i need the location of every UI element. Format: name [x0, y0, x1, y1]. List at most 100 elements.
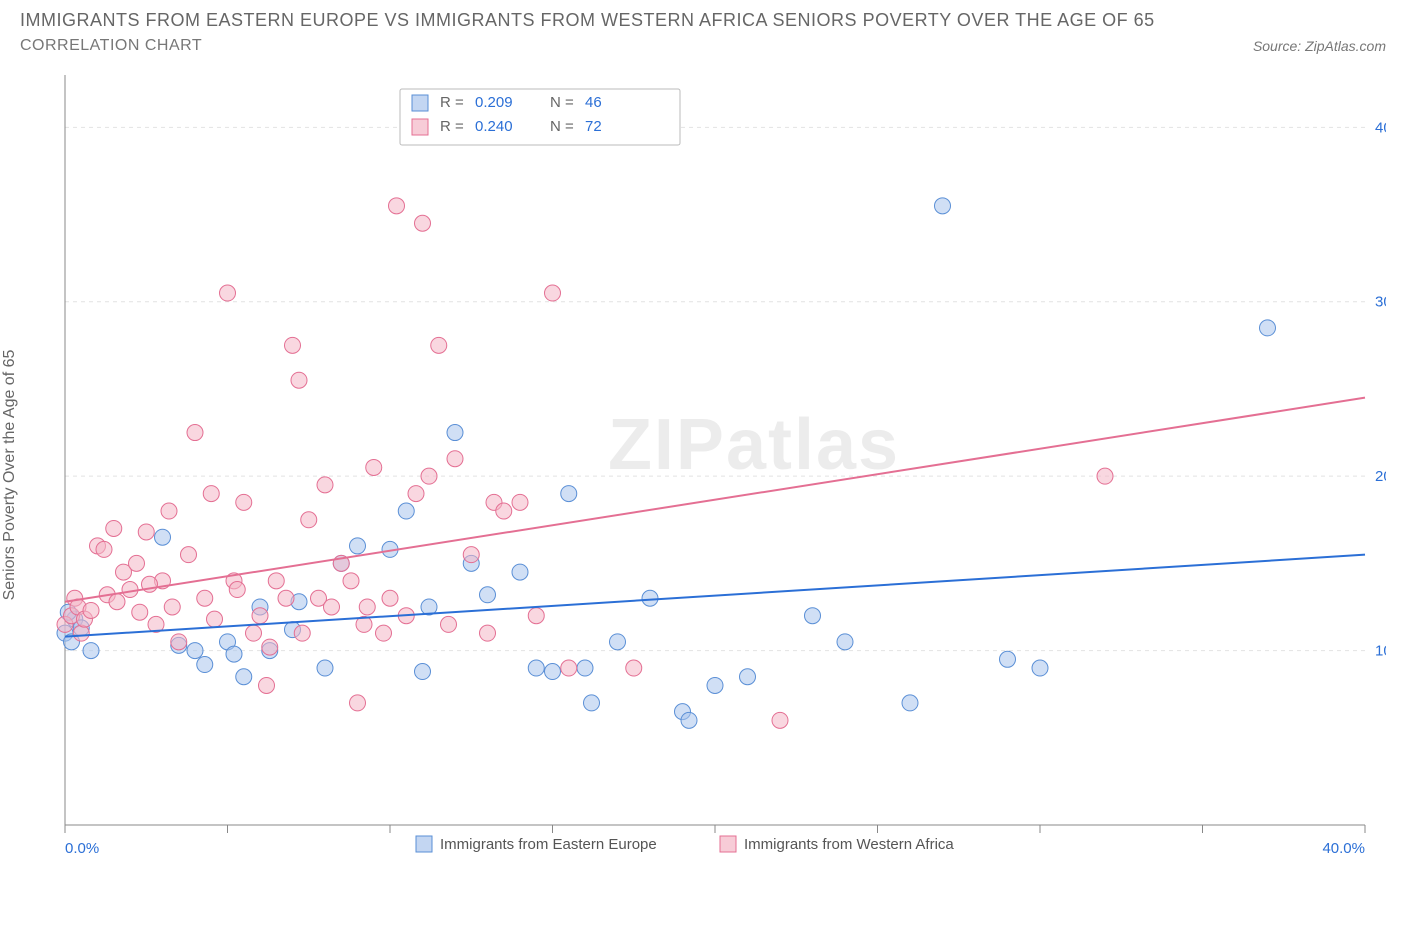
data-point-eastern_europe: [1260, 320, 1276, 336]
stats-swatch: [412, 119, 428, 135]
data-point-western_africa: [301, 512, 317, 528]
data-point-western_africa: [324, 599, 340, 615]
data-point-western_africa: [408, 486, 424, 502]
data-point-western_africa: [268, 573, 284, 589]
data-point-western_africa: [496, 503, 512, 519]
data-point-eastern_europe: [577, 660, 593, 676]
stat-n-label: N =: [550, 94, 574, 111]
data-point-western_africa: [626, 660, 642, 676]
chart-container: Seniors Poverty Over the Age of 65 ZIPat…: [20, 65, 1386, 885]
data-point-western_africa: [259, 677, 275, 693]
data-point-western_africa: [512, 494, 528, 510]
data-point-western_africa: [441, 616, 457, 632]
data-point-western_africa: [772, 712, 788, 728]
data-point-eastern_europe: [1000, 651, 1016, 667]
data-point-western_africa: [291, 372, 307, 388]
data-point-eastern_europe: [317, 660, 333, 676]
data-point-western_africa: [262, 639, 278, 655]
data-point-western_africa: [83, 602, 99, 618]
data-point-western_africa: [252, 608, 268, 624]
data-point-eastern_europe: [197, 657, 213, 673]
stat-n-value: 46: [585, 94, 602, 111]
stat-r-label: R =: [440, 94, 464, 111]
data-point-eastern_europe: [561, 486, 577, 502]
data-point-western_africa: [278, 590, 294, 606]
data-point-western_africa: [164, 599, 180, 615]
data-point-eastern_europe: [226, 646, 242, 662]
data-point-eastern_europe: [398, 503, 414, 519]
data-point-western_africa: [132, 604, 148, 620]
data-point-western_africa: [229, 582, 245, 598]
data-point-eastern_europe: [236, 669, 252, 685]
data-point-eastern_europe: [480, 587, 496, 603]
data-point-western_africa: [73, 625, 89, 641]
data-point-western_africa: [109, 594, 125, 610]
y-axis-label: Seniors Poverty Over the Age of 65: [1, 350, 19, 601]
data-point-eastern_europe: [610, 634, 626, 650]
data-point-western_africa: [161, 503, 177, 519]
data-point-western_africa: [181, 547, 197, 563]
data-point-eastern_europe: [83, 643, 99, 659]
data-point-eastern_europe: [642, 590, 658, 606]
data-point-eastern_europe: [837, 634, 853, 650]
trend-line-eastern_europe: [65, 555, 1365, 637]
data-point-eastern_europe: [805, 608, 821, 624]
data-point-eastern_europe: [187, 643, 203, 659]
data-point-eastern_europe: [681, 712, 697, 728]
data-point-western_africa: [285, 337, 301, 353]
data-point-western_africa: [246, 625, 262, 641]
data-point-western_africa: [187, 425, 203, 441]
data-point-eastern_europe: [584, 695, 600, 711]
data-point-western_africa: [207, 611, 223, 627]
data-point-eastern_europe: [545, 664, 561, 680]
data-point-western_africa: [171, 634, 187, 650]
data-point-western_africa: [294, 625, 310, 641]
stats-swatch: [412, 95, 428, 111]
legend-label: Immigrants from Western Africa: [744, 836, 954, 853]
subtitle-row: CORRELATION CHART Source: ZipAtlas.com: [20, 37, 1386, 55]
data-point-eastern_europe: [740, 669, 756, 685]
data-point-western_africa: [480, 625, 496, 641]
x-tick-label: 40.0%: [1322, 840, 1365, 857]
data-point-western_africa: [317, 477, 333, 493]
data-point-eastern_europe: [350, 538, 366, 554]
data-point-western_africa: [561, 660, 577, 676]
data-point-western_africa: [106, 520, 122, 536]
stat-r-value: 0.240: [475, 118, 513, 135]
stat-r-value: 0.209: [475, 94, 513, 111]
data-point-western_africa: [197, 590, 213, 606]
data-point-western_africa: [528, 608, 544, 624]
scatter-chart: ZIPatlas10.0%20.0%30.0%40.0%0.0%40.0%R =…: [20, 65, 1386, 885]
legend-swatch: [720, 836, 736, 852]
x-tick-label: 0.0%: [65, 840, 99, 857]
data-point-western_africa: [382, 590, 398, 606]
data-point-western_africa: [96, 541, 112, 557]
stat-n-label: N =: [550, 118, 574, 135]
data-point-western_africa: [359, 599, 375, 615]
data-point-western_africa: [350, 695, 366, 711]
data-point-western_africa: [129, 555, 145, 571]
data-point-eastern_europe: [1032, 660, 1048, 676]
data-point-eastern_europe: [415, 664, 431, 680]
data-point-western_africa: [220, 285, 236, 301]
watermark: ZIPatlas: [608, 405, 900, 485]
data-point-western_africa: [415, 215, 431, 231]
data-point-eastern_europe: [155, 529, 171, 545]
data-point-western_africa: [138, 524, 154, 540]
data-point-western_africa: [545, 285, 561, 301]
data-point-western_africa: [389, 198, 405, 214]
data-point-eastern_europe: [528, 660, 544, 676]
y-tick-label: 20.0%: [1375, 468, 1386, 485]
data-point-western_africa: [447, 451, 463, 467]
y-tick-label: 30.0%: [1375, 294, 1386, 311]
data-point-eastern_europe: [935, 198, 951, 214]
stat-r-label: R =: [440, 118, 464, 135]
data-point-western_africa: [122, 582, 138, 598]
data-point-eastern_europe: [447, 425, 463, 441]
legend-label: Immigrants from Eastern Europe: [440, 836, 657, 853]
data-point-western_africa: [1097, 468, 1113, 484]
legend-swatch: [416, 836, 432, 852]
data-point-western_africa: [421, 468, 437, 484]
data-point-western_africa: [343, 573, 359, 589]
data-point-western_africa: [376, 625, 392, 641]
